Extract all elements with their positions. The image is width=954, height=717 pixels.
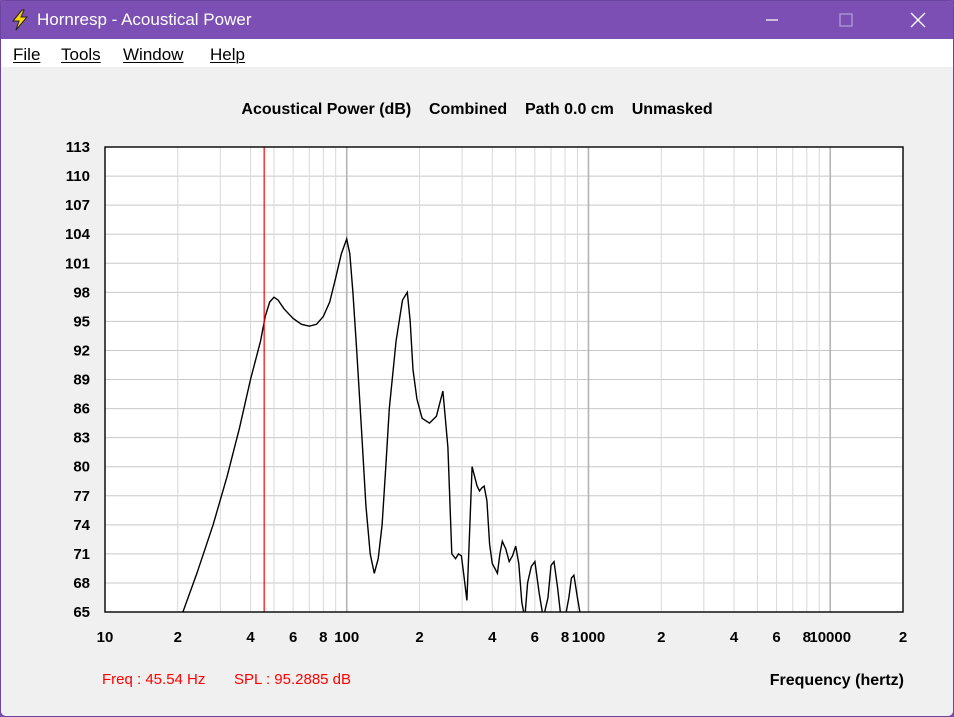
- x-tick-label: 6: [289, 629, 297, 646]
- title-bar[interactable]: Hornresp - Acoustical Power: [1, 1, 953, 39]
- y-tick-label: 92: [73, 342, 90, 359]
- menu-tools-label: Tools: [61, 45, 101, 64]
- acoustical-power-chart[interactable]: Acoustical Power (dB) Combined Path 0.0 …: [1, 67, 953, 716]
- series-line: [182, 236, 581, 612]
- y-tick-label: 110: [66, 168, 90, 185]
- y-tick-label: 89: [73, 372, 90, 389]
- y-tick-label: 95: [73, 313, 90, 330]
- minimize-icon: [766, 19, 778, 21]
- y-tick-label: 104: [65, 226, 91, 243]
- menu-file[interactable]: File: [13, 45, 40, 65]
- menu-bar: File Tools Window Help: [1, 39, 953, 67]
- x-tick-label: 8: [319, 629, 327, 646]
- y-tick-label: 101: [65, 255, 90, 272]
- spl-readout: SPL : 95.2885 dB: [234, 671, 352, 688]
- y-tick-label: 65: [73, 604, 90, 621]
- maximize-button[interactable]: [823, 1, 869, 39]
- menu-help-label: Help: [210, 45, 245, 64]
- menu-tools[interactable]: Tools: [61, 45, 101, 65]
- x-tick-label: 8: [803, 629, 811, 646]
- y-tick-label: 107: [65, 197, 90, 214]
- x-tick-label: 4: [730, 629, 739, 646]
- x-tick-label: 2: [174, 629, 182, 646]
- y-tick-label: 68: [73, 575, 90, 592]
- chart-title: Acoustical Power (dB) Combined Path 0.0 …: [241, 101, 712, 118]
- x-tick-label: 8: [561, 629, 569, 646]
- x-tick-label: 2: [899, 629, 907, 646]
- plot-border: [104, 146, 904, 613]
- x-tick-label: 4: [246, 629, 255, 646]
- x-tick-label: 6: [531, 629, 539, 646]
- minimize-button[interactable]: [749, 1, 795, 39]
- x-axis-label: Frequency (hertz): [770, 672, 904, 689]
- x-tick-label: 10000: [809, 629, 851, 646]
- window-title: Hornresp - Acoustical Power: [37, 10, 252, 29]
- maximize-icon: [839, 13, 853, 27]
- y-tick-label: 80: [73, 459, 90, 476]
- x-tick-label: 2: [657, 629, 665, 646]
- grid-lines: [105, 147, 903, 612]
- x-tick-label: 4: [488, 629, 497, 646]
- x-tick-label: 1000: [572, 629, 605, 646]
- x-tick-label: 6: [772, 629, 780, 646]
- y-tick-label: 77: [73, 488, 90, 505]
- y-tick-label: 74: [73, 517, 90, 534]
- y-tick-label: 71: [73, 546, 90, 563]
- y-tick-label: 86: [73, 401, 90, 418]
- lightning-bolt-icon: [11, 9, 29, 31]
- x-tick-label: 10: [97, 629, 114, 646]
- y-tick-label: 98: [73, 284, 90, 301]
- y-tick-label: 113: [66, 139, 90, 156]
- x-tick-label: 100: [334, 629, 359, 646]
- menu-window-label: Window: [123, 45, 184, 64]
- freq-readout: Freq : 45.54 Hz: [102, 671, 206, 688]
- chart-area[interactable]: Acoustical Power (dB) Combined Path 0.0 …: [1, 67, 953, 716]
- menu-window[interactable]: Window: [123, 45, 183, 65]
- menu-help[interactable]: Help: [210, 45, 245, 65]
- y-axis-tick-labels: 65 68 71 74 77 80 83 86 89 92 95 98 101 104 107 110 113: [65, 139, 91, 621]
- close-icon: [910, 12, 926, 28]
- y-tick-label: 83: [73, 430, 90, 447]
- x-tick-label: 2: [415, 629, 423, 646]
- menu-file-label: File: [13, 45, 41, 64]
- close-button[interactable]: [895, 1, 941, 39]
